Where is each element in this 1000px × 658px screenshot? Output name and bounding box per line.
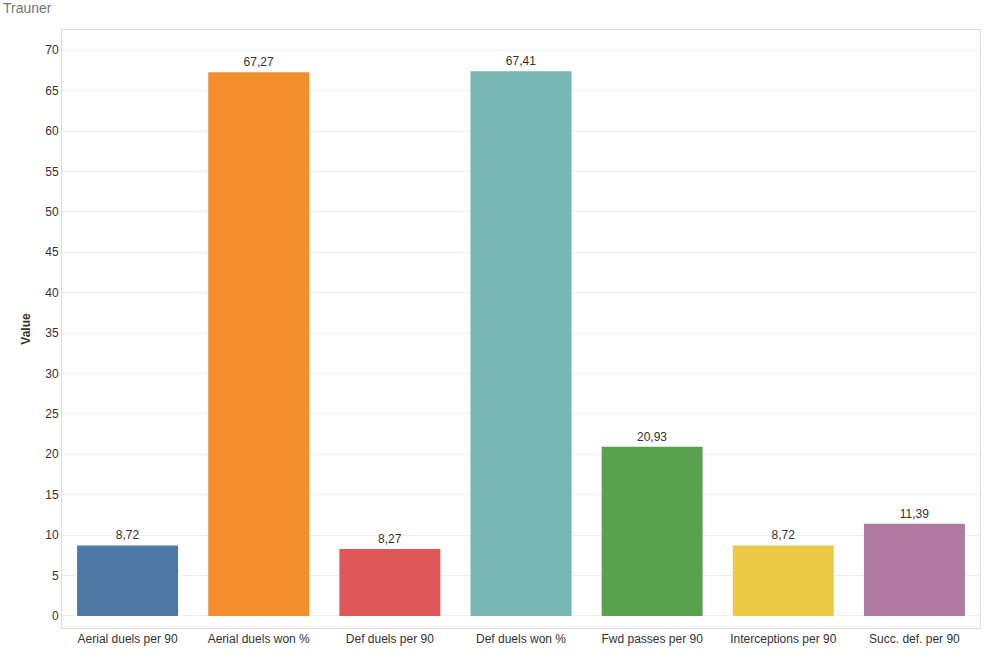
svg-text:8,72: 8,72 bbox=[771, 528, 795, 542]
svg-text:Aerial duels per 90: Aerial duels per 90 bbox=[78, 632, 178, 646]
svg-text:8,72: 8,72 bbox=[116, 528, 140, 542]
svg-text:55: 55 bbox=[45, 165, 59, 179]
svg-text:60: 60 bbox=[45, 124, 59, 138]
svg-text:Def duels per 90: Def duels per 90 bbox=[346, 632, 434, 646]
svg-text:11,39: 11,39 bbox=[900, 507, 929, 521]
svg-text:Value: Value bbox=[19, 313, 33, 345]
svg-text:40: 40 bbox=[45, 286, 59, 300]
svg-text:Succ. def. per 90: Succ. def. per 90 bbox=[869, 632, 960, 646]
svg-text:20,93: 20,93 bbox=[637, 430, 667, 444]
svg-text:45: 45 bbox=[45, 245, 59, 259]
svg-text:65: 65 bbox=[45, 84, 59, 98]
svg-text:Interceptions per 90: Interceptions per 90 bbox=[730, 632, 836, 646]
svg-text:Fwd passes per 90: Fwd passes per 90 bbox=[601, 632, 703, 646]
svg-text:8,27: 8,27 bbox=[378, 532, 402, 546]
svg-text:5: 5 bbox=[52, 569, 59, 583]
svg-text:67,41: 67,41 bbox=[506, 54, 536, 68]
svg-text:Aerial duels won %: Aerial duels won % bbox=[208, 632, 310, 646]
svg-text:15: 15 bbox=[45, 488, 59, 502]
svg-text:35: 35 bbox=[45, 326, 59, 340]
svg-text:Trauner: Trauner bbox=[3, 0, 52, 16]
svg-text:50: 50 bbox=[45, 205, 59, 219]
svg-text:30: 30 bbox=[45, 367, 59, 381]
svg-text:67,27: 67,27 bbox=[244, 55, 274, 69]
svg-text:10: 10 bbox=[45, 528, 59, 542]
svg-text:25: 25 bbox=[45, 407, 59, 421]
svg-text:0: 0 bbox=[52, 609, 59, 623]
svg-text:Def duels won %: Def duels won % bbox=[476, 632, 566, 646]
svg-text:20: 20 bbox=[45, 447, 59, 461]
svg-text:70: 70 bbox=[45, 43, 59, 57]
